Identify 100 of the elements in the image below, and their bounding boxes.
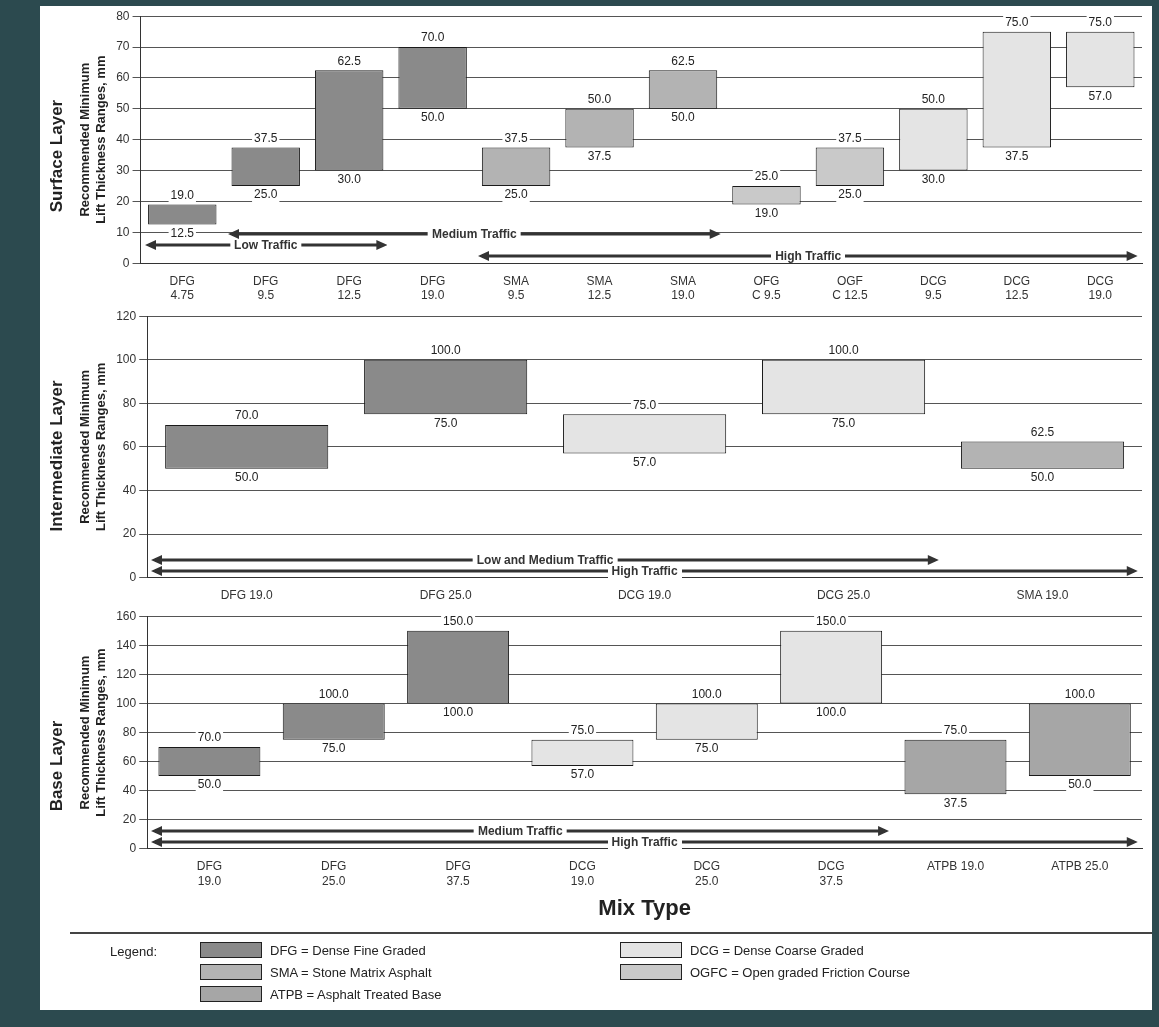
annotation: 100.0 xyxy=(816,704,847,719)
y-tick-label: 30 xyxy=(116,162,130,177)
annotation: 37.5 xyxy=(1005,148,1029,163)
annotation: 100.0 xyxy=(691,686,723,701)
annotation: 25.0 xyxy=(838,187,862,202)
annotation: Medium Traffic xyxy=(428,227,521,242)
annotation: 37.5 xyxy=(943,795,968,810)
annotation: Medium Traffic xyxy=(473,823,567,838)
annotation: 70.0 xyxy=(197,730,222,745)
y-tick-label: 40 xyxy=(122,782,137,797)
annotation: 150.0 xyxy=(816,614,847,629)
legend-label: DCG = Dense Coarse Graded xyxy=(690,942,864,958)
x-axis-title: Mix Type xyxy=(598,894,691,920)
legend-label: DFG = Dense Fine Graded xyxy=(270,942,426,958)
y-tick-label: 120 xyxy=(116,308,137,323)
x-tick-label: DCG 25.0 xyxy=(693,859,721,888)
x-tick-label: SMA 12.5 xyxy=(586,273,613,303)
text: Base Layer xyxy=(47,720,67,812)
x-tick-label: DCG 37.5 xyxy=(817,859,845,888)
x-tick-label: DFG 25.0 xyxy=(321,859,347,888)
annotation: 50.0 xyxy=(235,470,259,484)
x-tick-label: DFG 19.0 xyxy=(419,273,446,303)
y-tick-label: 120 xyxy=(116,666,137,681)
annotation: High Traffic xyxy=(607,563,682,578)
x-tick-label: DFG 12.5 xyxy=(336,273,362,303)
annotation: 75.0 xyxy=(433,415,458,430)
annotation: 70.0 xyxy=(235,408,259,423)
annotation: 70.0 xyxy=(420,30,445,45)
annotation: 50.0 xyxy=(420,110,445,125)
x-tick-label: OGF C 12.5 xyxy=(832,273,868,303)
x-tick-label: ATPB 25.0 xyxy=(1051,859,1109,874)
y-tick-label: 60 xyxy=(122,439,137,454)
y-axis-title: Recommended Minimum Lift Thickness Ranges, mm xyxy=(77,648,108,817)
annotation: 150.0 xyxy=(443,614,474,629)
y-axis-title: Recommended Minimum Lift Thickness Ranges, mm xyxy=(77,55,108,224)
text: Intermediate Layer xyxy=(47,380,67,532)
annotation: 30.0 xyxy=(337,171,362,186)
y-tick-label: 50 xyxy=(116,101,130,116)
annotation: 37.5 xyxy=(838,130,862,145)
annotation: High Traffic xyxy=(771,249,846,264)
annotation: 100.0 xyxy=(828,343,859,358)
y-tick-label: 0 xyxy=(129,569,137,584)
x-tick-label: SMA 19.0 xyxy=(1016,588,1069,603)
y-tick-label: 80 xyxy=(122,724,137,739)
x-tick-label: DFG 37.5 xyxy=(445,859,471,888)
annotation: 25.0 xyxy=(254,187,278,202)
legend-label: ATPB = Asphalt Treated Base xyxy=(270,986,442,1002)
annotation: 50.0 xyxy=(587,92,612,107)
annotation: 62.5 xyxy=(337,53,362,68)
annotation: 50.0 xyxy=(921,92,946,107)
y-tick-label: 10 xyxy=(116,224,130,239)
annotation: High Traffic xyxy=(607,834,682,849)
annotation: 62.5 xyxy=(671,53,695,68)
y-tick-label: 40 xyxy=(122,482,137,497)
annotation: 75.0 xyxy=(1005,14,1029,29)
annotation: Low Traffic xyxy=(230,238,302,253)
y-tick-label: 20 xyxy=(122,812,137,827)
y-tick-label: 100 xyxy=(116,352,137,367)
annotation: 37.5 xyxy=(504,130,529,145)
annotation: 75.0 xyxy=(1088,14,1113,29)
x-tick-label: DFG 9.5 xyxy=(253,273,279,303)
x-tick-label: ATPB 19.0 xyxy=(926,859,985,874)
y-tick-label: 0 xyxy=(122,255,130,270)
annotation: 30.0 xyxy=(921,171,946,186)
y-tick-label: 40 xyxy=(116,132,130,147)
y-axis-title: Recommended Minimum Lift Thickness Ranges, mm xyxy=(77,362,108,532)
annotation: 25.0 xyxy=(754,169,779,184)
annotation: 12.5 xyxy=(170,225,195,240)
annotation: Low and Medium Traffic xyxy=(472,552,618,567)
x-tick-label: DCG 19.0 xyxy=(569,859,596,888)
text: Surface Layer xyxy=(47,99,67,213)
x-tick-label: DFG 25.0 xyxy=(419,588,472,603)
y-tick-label: 0 xyxy=(129,841,137,856)
annotation: 57.0 xyxy=(570,767,595,782)
annotation: 75.0 xyxy=(695,741,719,756)
y-tick-label: 80 xyxy=(122,395,137,410)
annotation: 37.5 xyxy=(587,148,612,163)
x-tick-label: OFG C 9.5 xyxy=(752,273,782,303)
x-tick-label: DCG 9.5 xyxy=(920,273,947,303)
annotation: 75.0 xyxy=(570,723,595,738)
x-tick-label: DFG 19.0 xyxy=(196,859,223,888)
y-tick-label: 100 xyxy=(116,695,137,710)
annotation: 62.5 xyxy=(1030,424,1055,439)
annotation: 100.0 xyxy=(430,343,461,358)
x-tick-label: SMA 19.0 xyxy=(669,273,697,303)
y-tick-label: 70 xyxy=(116,39,130,54)
annotation: 19.0 xyxy=(170,187,195,202)
y-tick-label: 80 xyxy=(116,8,130,23)
legend-label: OGFC = Open graded Friction Course xyxy=(690,964,911,980)
annotation: 75.0 xyxy=(632,397,657,412)
x-tick-label: DCG 12.5 xyxy=(1003,273,1031,303)
annotation: 50.0 xyxy=(197,777,222,792)
annotation: 75.0 xyxy=(322,741,346,756)
legend-label: SMA = Stone Matrix Asphalt xyxy=(270,964,432,980)
annotation: 57.0 xyxy=(632,454,657,469)
annotation: 100.0 xyxy=(318,686,350,701)
annotation: 50.0 xyxy=(1068,777,1092,792)
y-tick-label: 60 xyxy=(122,753,137,768)
annotation: 75.0 xyxy=(943,723,968,738)
x-tick-label: DFG 4.75 xyxy=(169,273,195,303)
